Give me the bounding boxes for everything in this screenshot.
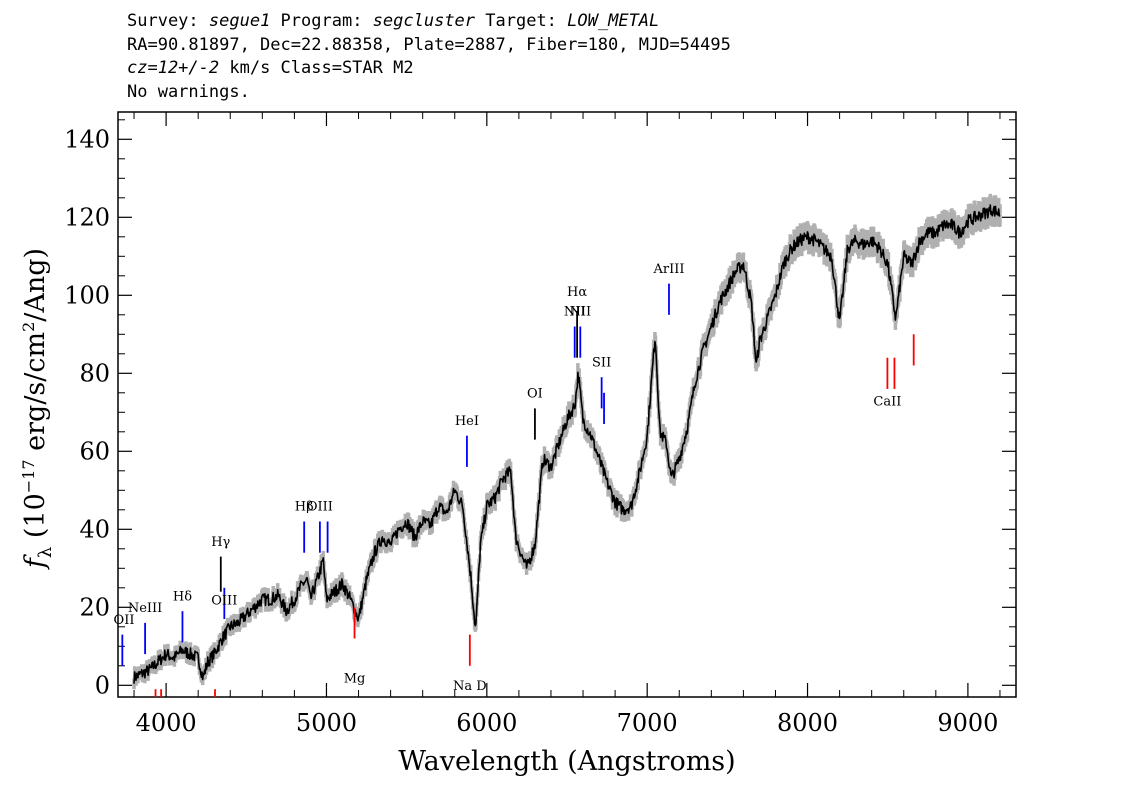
y-tick-label: 80 bbox=[79, 359, 110, 387]
line-marker-label: Hβ bbox=[295, 500, 314, 515]
line-marker-label: OII bbox=[114, 613, 135, 628]
y-tick-label: 60 bbox=[79, 437, 110, 465]
line-marker-label: CaII bbox=[873, 394, 901, 409]
x-tick-label: 6000 bbox=[456, 709, 517, 737]
y-axis-title-close: /Ang) bbox=[20, 248, 51, 322]
x-tick-label: 8000 bbox=[777, 709, 838, 737]
line-marker-label: Hγ bbox=[211, 535, 230, 550]
line-marker-label: OIII bbox=[307, 500, 333, 515]
y-axis-title-open: (10 bbox=[20, 493, 51, 546]
y-tick-label: 100 bbox=[64, 281, 110, 309]
emission-line-markers: OIINeIIIHδHγOIIIHβOIIIHeIOINIIHαNIISIIAr… bbox=[114, 262, 915, 697]
spectrum-header: Survey: segue1 Program: segcluster Targe… bbox=[127, 10, 731, 104]
y-axis-title-exp1: −17 bbox=[19, 459, 38, 493]
y-axis-title: fλ (10−17 erg/s/cm2/Ang) bbox=[19, 248, 56, 570]
redshift-value: cz=12+/-2 bbox=[127, 58, 220, 78]
line-marker-label: ArIII bbox=[652, 262, 684, 277]
program-label: Program: bbox=[270, 11, 373, 31]
class-value: km/s Class=STAR M2 bbox=[219, 58, 414, 78]
y-tick-label: 40 bbox=[79, 515, 110, 543]
line-marker-label: OIII bbox=[211, 593, 237, 608]
line-marker-label: NII bbox=[564, 305, 586, 320]
header-line-warnings: No warnings. bbox=[127, 81, 250, 102]
line-marker-label: Mg bbox=[344, 671, 366, 686]
header-line-redshift: cz=12+/-2 km/s Class=STAR M2 bbox=[127, 57, 731, 81]
line-marker-label: OI bbox=[527, 387, 543, 402]
y-axis-title-lambda: λ bbox=[35, 547, 56, 558]
y-axis-title-mid: erg/s/cm bbox=[20, 332, 51, 460]
y-tick-label: 140 bbox=[64, 125, 110, 153]
line-marker-label: SII bbox=[592, 355, 611, 370]
y-axis-title-exp2: 2 bbox=[19, 322, 38, 332]
header-line-survey: Survey: segue1 Program: segcluster Targe… bbox=[127, 10, 731, 34]
x-tick-label: 5000 bbox=[296, 709, 357, 737]
error-band-path bbox=[132, 193, 1002, 690]
line-marker-label: Hα bbox=[567, 285, 587, 300]
error-band bbox=[132, 193, 1002, 690]
y-axis-title-f: f bbox=[20, 554, 51, 570]
line-marker-label: Na D bbox=[453, 679, 487, 694]
target-value: LOW_METAL bbox=[567, 11, 660, 31]
x-tick-label: 4000 bbox=[136, 709, 197, 737]
x-tick-label: 9000 bbox=[937, 709, 998, 737]
line-marker-label: HeI bbox=[455, 414, 479, 429]
plot-frame bbox=[117, 111, 1017, 698]
survey-label: Survey: bbox=[127, 11, 209, 31]
header-line-coordinates: RA=90.81897, Dec=22.88358, Plate=2887, F… bbox=[127, 34, 731, 55]
axis-ticks: 4000 5000 6000 7000 8000 9000 0 20 40 60 80 100 120 1… bbox=[64, 112, 1016, 737]
line-marker-label: NeIII bbox=[128, 601, 162, 616]
spectrum-line bbox=[133, 204, 1001, 684]
survey-value: segue1 bbox=[208, 11, 271, 31]
target-label: Target: bbox=[475, 11, 568, 31]
x-tick-label: 7000 bbox=[617, 709, 678, 737]
y-tick-label: 120 bbox=[64, 203, 110, 231]
y-tick-label: 20 bbox=[79, 593, 110, 621]
line-marker-label: NII bbox=[569, 305, 591, 320]
y-tick-label: 0 bbox=[95, 671, 110, 699]
x-axis-title: Wavelength (Angstroms) bbox=[398, 746, 735, 777]
line-marker-label: Hδ bbox=[173, 589, 192, 604]
spectrum-series bbox=[133, 204, 1001, 684]
program-value: segcluster bbox=[372, 11, 476, 31]
